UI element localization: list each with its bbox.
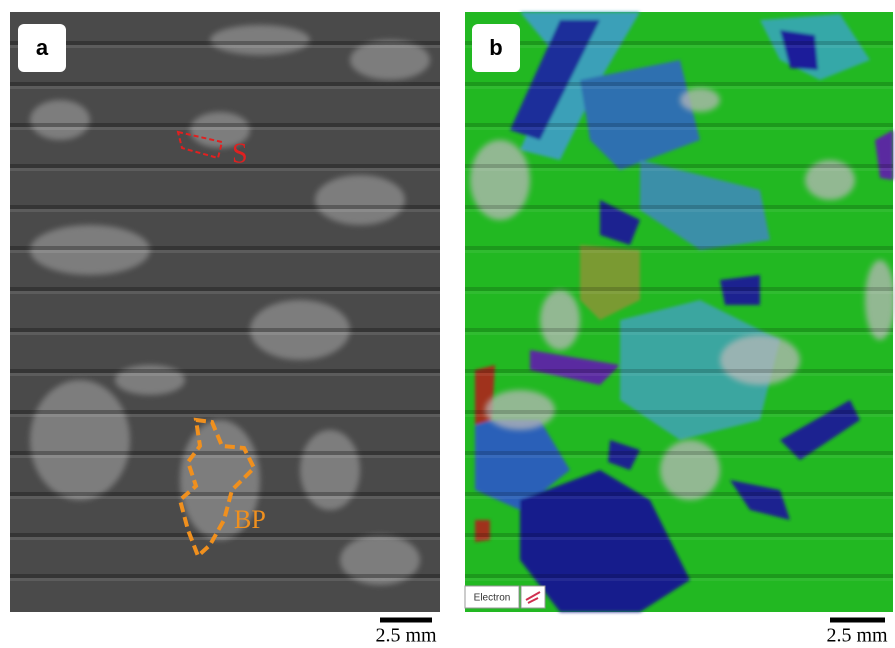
annotation: BP bbox=[234, 505, 266, 534]
panel-label-box bbox=[18, 24, 66, 72]
annotation: S bbox=[232, 138, 248, 169]
region-outline bbox=[176, 130, 224, 160]
scale-bar-label: 2.5 mm bbox=[375, 625, 437, 647]
scale-bar-label: 2.5 mm bbox=[826, 625, 888, 647]
region-outline bbox=[177, 417, 257, 560]
panel-a: a S BP 2.5 mm bbox=[10, 12, 440, 647]
panel-label: b bbox=[489, 35, 502, 60]
panel-label-box bbox=[472, 24, 520, 72]
legend-icon-mark bbox=[525, 591, 541, 604]
legend-box bbox=[464, 585, 520, 609]
panel-label: a bbox=[36, 35, 49, 60]
panel-b: b Electron 2.5 mm bbox=[464, 12, 895, 647]
legend-label: Electron bbox=[474, 593, 511, 604]
